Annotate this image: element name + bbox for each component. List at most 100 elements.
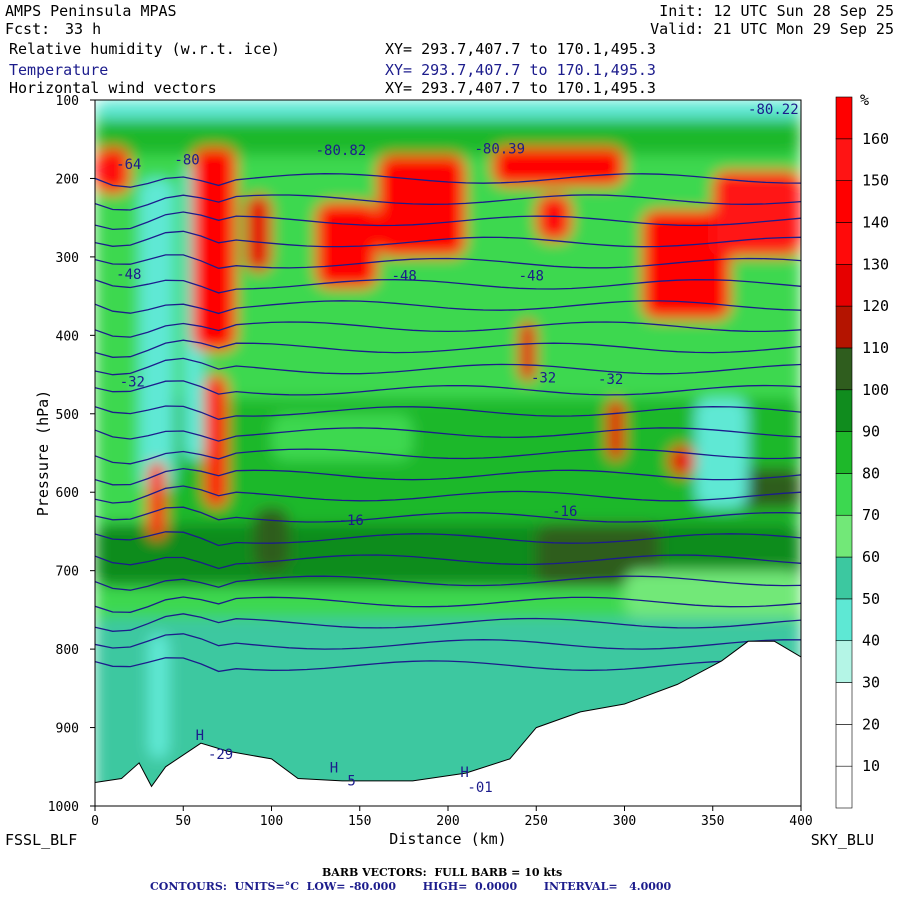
contour-label: -16 bbox=[552, 504, 577, 520]
rh-field bbox=[95, 100, 801, 806]
x-axis-label: Distance (km) bbox=[389, 830, 506, 848]
colorbar-swatch bbox=[835, 96, 853, 140]
y-tick-label: 900 bbox=[56, 722, 79, 737]
colorbar-label: 140 bbox=[862, 213, 889, 231]
y-tick-label: 600 bbox=[56, 486, 79, 501]
contour-label: -32 bbox=[120, 374, 145, 390]
temperature-contour bbox=[95, 613, 801, 632]
colorbar-label: 120 bbox=[862, 297, 889, 315]
contour-label: -16 bbox=[339, 513, 364, 529]
contour-label: -29 bbox=[208, 747, 233, 763]
rh-region-22 bbox=[668, 445, 696, 477]
colorbar-label: 30 bbox=[862, 674, 880, 692]
x-tick-label: 400 bbox=[789, 814, 812, 829]
x-tick-label: 200 bbox=[436, 814, 459, 829]
temperature-contour bbox=[95, 506, 801, 523]
barb-vectors-note: BARB VECTORS: FULL BARB = 10 kts bbox=[322, 866, 563, 879]
colorbar-swatch bbox=[835, 724, 853, 767]
temperature-contour bbox=[95, 427, 801, 442]
temperature-contour bbox=[95, 531, 801, 547]
field-xy-temperature: XY= 293.7,407.7 to 170.1,495.3 bbox=[385, 61, 656, 79]
y-tick-label: 1000 bbox=[48, 800, 79, 815]
contour-label: -48 bbox=[116, 267, 141, 283]
terrain-profile bbox=[95, 640, 801, 806]
rh-region-19 bbox=[712, 170, 801, 257]
field-name-wind: Horizontal wind vectors bbox=[9, 79, 217, 97]
temperature-contour bbox=[95, 467, 801, 486]
contour-label: -32 bbox=[531, 370, 556, 386]
colorbar-swatch bbox=[835, 431, 853, 474]
temperature-contour bbox=[95, 405, 801, 420]
forecast-label: Fcst: bbox=[5, 20, 51, 38]
x-tick-label: 250 bbox=[525, 814, 548, 829]
contour-label: -80.82 bbox=[316, 143, 367, 159]
valid-time: Valid: 21 UTC Mon 29 Sep 25 bbox=[650, 20, 894, 38]
x-tick-label: 50 bbox=[175, 814, 191, 829]
colorbar-label: 60 bbox=[862, 548, 880, 566]
colorbar-label: 130 bbox=[862, 255, 889, 273]
rh-region-6 bbox=[139, 178, 175, 493]
colorbar-swatch bbox=[835, 138, 853, 181]
field-name-rh: Relative humidity (w.r.t. ice) bbox=[9, 40, 280, 58]
rh-region-18 bbox=[642, 209, 731, 320]
contour-label: -80.22 bbox=[748, 102, 799, 118]
y-tick-label: 200 bbox=[56, 172, 79, 187]
colorbar-label: 40 bbox=[862, 632, 880, 650]
temperature-contour bbox=[95, 321, 801, 338]
rh-region-13 bbox=[245, 194, 272, 273]
field-xy-wind: XY= 293.7,407.7 to 170.1,495.3 bbox=[385, 79, 656, 97]
colorbar-label: 50 bbox=[862, 590, 880, 608]
colorbar-swatch bbox=[835, 180, 853, 223]
corner-label-left: FSSL_BLF bbox=[5, 831, 78, 849]
temperature-contour bbox=[95, 254, 801, 269]
x-tick-label: 350 bbox=[701, 814, 724, 829]
colorbar-unit: % bbox=[860, 91, 869, 109]
colorbar-label: 80 bbox=[862, 464, 880, 482]
corner-label-right: SKY_BLU bbox=[810, 831, 874, 849]
temperature-contour bbox=[95, 339, 801, 358]
colorbar-swatch bbox=[835, 222, 853, 265]
forecast-hour: 33 h bbox=[65, 20, 102, 38]
colorbar-label: 70 bbox=[862, 506, 880, 524]
colorbar-label: 90 bbox=[862, 423, 880, 441]
temperature-contour bbox=[95, 380, 801, 396]
rh-region-1 bbox=[95, 100, 801, 120]
temperature-contour bbox=[95, 211, 801, 231]
contour-label: H bbox=[460, 765, 468, 781]
rh-region-2 bbox=[95, 119, 801, 155]
y-tick-label: 400 bbox=[56, 329, 79, 344]
contour-label: 5 bbox=[347, 774, 355, 790]
temperature-contour bbox=[95, 485, 801, 504]
model-title: AMPS Peninsula MPAS bbox=[5, 2, 177, 20]
y-axis-label: Pressure (hPa) bbox=[34, 390, 52, 516]
rh-region-29 bbox=[271, 413, 413, 461]
temperature-contour bbox=[95, 173, 801, 188]
x-tick-label: 150 bbox=[348, 814, 371, 829]
init-time: Init: 12 UTC Sun 28 Sep 25 bbox=[659, 2, 894, 20]
contour-label: -80 bbox=[174, 152, 199, 168]
temperature-contour bbox=[95, 596, 801, 613]
x-tick-label: 100 bbox=[260, 814, 283, 829]
rh-region-10 bbox=[192, 147, 237, 352]
field-name-temperature: Temperature bbox=[9, 61, 109, 79]
temperature-contour bbox=[95, 357, 801, 376]
temperature-contour bbox=[95, 448, 801, 465]
temperature-contour bbox=[95, 554, 801, 570]
field-xy-rh: XY= 293.7,407.7 to 170.1,495.3 bbox=[385, 40, 656, 58]
colorbar-swatch bbox=[835, 682, 853, 725]
contour-label: -48 bbox=[519, 268, 544, 284]
y-tick-label: 800 bbox=[56, 643, 79, 658]
y-tick-label: 700 bbox=[56, 565, 79, 580]
contour-label: -80.39 bbox=[474, 141, 525, 157]
colorbar-swatch bbox=[835, 389, 853, 432]
temperature-contour bbox=[95, 230, 801, 248]
rh-region-25 bbox=[624, 570, 801, 618]
temperature-contour bbox=[95, 657, 801, 673]
x-tick-label: 300 bbox=[613, 814, 636, 829]
rh-region-24 bbox=[536, 523, 660, 587]
colorbar-swatch bbox=[835, 347, 853, 391]
colorbar-swatch bbox=[835, 263, 853, 307]
colorbar-swatch bbox=[835, 598, 853, 642]
colorbar-label: 10 bbox=[862, 757, 880, 775]
colorbar-swatch bbox=[835, 473, 853, 516]
